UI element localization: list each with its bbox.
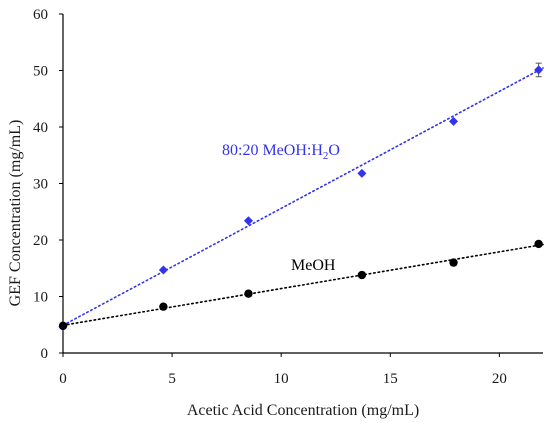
y-tick-label: 50 [33,64,48,80]
x-tick-label: 20 [492,371,507,387]
data-point-diamond [534,65,544,75]
y-tick-label: 10 [33,290,48,306]
y-tick-label: 20 [33,233,48,249]
y-axis-title: GEF Concentration (mg/mL) [7,120,24,307]
y-tick-label: 30 [33,177,48,193]
x-tick-label: 0 [59,371,67,387]
y-tick-label: 0 [41,346,49,362]
data-point-circle [159,302,168,311]
series-label-aqueous-methanol: 80:20 MeOH:H2O [222,142,340,162]
series-label-methanol: MeOH [291,257,336,274]
data-point-circle [534,239,543,249]
data-point-circle [357,270,367,280]
x-tick-label: 10 [274,371,289,387]
plot-area: 0 10 20 30 40 50 60 0 5 10 15 20 [33,7,544,387]
data-point-circle [449,258,458,267]
trendline-1 [62,243,544,327]
trendline-0 [62,67,544,327]
x-axis-title: Acetic Acid Concentration (mg/mL) [187,402,419,419]
x-tick-label: 15 [383,371,398,387]
data-point-diamond [158,265,168,275]
data-point-diamond [449,116,459,126]
data-point-diamond [243,216,253,226]
x-tick-label: 5 [168,371,176,387]
data-point-diamond [357,168,367,178]
y-tick-label: 60 [33,7,48,23]
data-point-circle [244,289,253,298]
data-point-circle [58,321,68,331]
y-tick-label: 40 [33,120,48,136]
